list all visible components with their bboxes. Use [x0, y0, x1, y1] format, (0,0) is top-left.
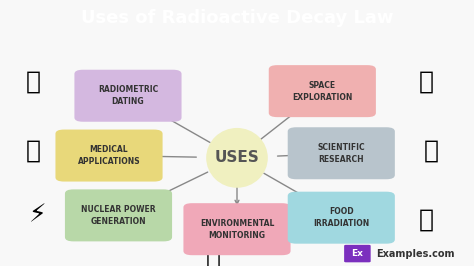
Text: 🌍: 🌍 — [206, 245, 221, 266]
Text: 💊: 💊 — [26, 139, 41, 163]
Text: 📈: 📈 — [424, 139, 439, 163]
Text: USES: USES — [215, 150, 259, 165]
FancyBboxPatch shape — [269, 65, 376, 117]
Text: MEDICAL
APPLICATIONS: MEDICAL APPLICATIONS — [78, 145, 140, 166]
Text: ENVIRONMENTAL
MONITORING: ENVIRONMENTAL MONITORING — [200, 219, 274, 240]
Text: RADIOMETRIC
DATING: RADIOMETRIC DATING — [98, 85, 158, 106]
Text: SCIENTIFIC
RESEARCH: SCIENTIFIC RESEARCH — [318, 143, 365, 164]
Text: 🚀: 🚀 — [419, 70, 434, 94]
Text: FOOD
IRRADIATION: FOOD IRRADIATION — [313, 207, 369, 228]
Text: Uses of Radioactive Decay Law: Uses of Radioactive Decay Law — [81, 9, 393, 27]
Text: ⚡: ⚡ — [29, 203, 46, 227]
FancyBboxPatch shape — [74, 70, 182, 122]
FancyBboxPatch shape — [65, 189, 172, 241]
FancyBboxPatch shape — [288, 127, 395, 179]
Text: 📻: 📻 — [26, 70, 41, 94]
FancyBboxPatch shape — [55, 130, 163, 182]
Text: Ex: Ex — [351, 249, 364, 258]
Ellipse shape — [206, 128, 268, 188]
FancyBboxPatch shape — [288, 192, 395, 244]
Text: NUCLEAR POWER
GENERATION: NUCLEAR POWER GENERATION — [81, 205, 156, 226]
FancyBboxPatch shape — [183, 203, 291, 255]
Text: Examples.com: Examples.com — [376, 248, 455, 259]
Text: SPACE
EXPLORATION: SPACE EXPLORATION — [292, 81, 353, 102]
FancyBboxPatch shape — [344, 245, 371, 262]
Text: 🍔: 🍔 — [419, 208, 434, 232]
